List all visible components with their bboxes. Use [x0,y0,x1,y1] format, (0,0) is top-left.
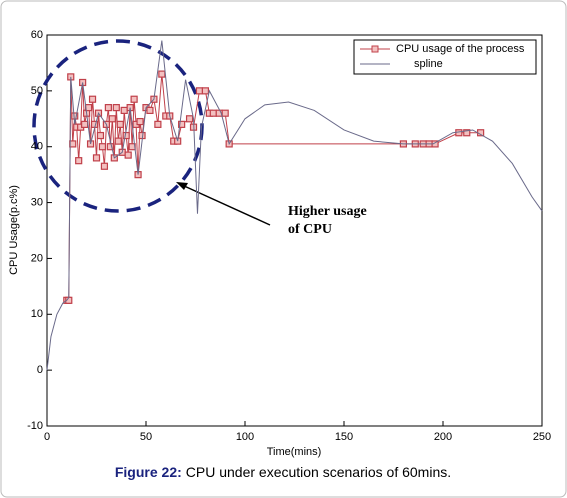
y-axis-label: CPU Usage(p.c%) [8,185,20,275]
x-axis-label: Time(mins) [267,446,322,458]
marker [112,104,120,112]
marker [455,129,463,137]
marker [463,129,471,137]
marker [201,87,209,95]
series-line [46,40,543,371]
y-tick-label: 30 [31,196,43,208]
marker [136,117,144,126]
annotation: Higher usage [288,204,367,219]
caption-label: Figure 22: [115,464,182,480]
y-tick-label: 20 [31,252,43,264]
marker [100,162,109,170]
legend-label: spline [414,58,443,70]
marker [185,115,194,123]
marker [221,109,229,117]
marker [124,151,132,159]
marker [116,120,124,128]
caption-text: CPU under execution scenarios of 60mins. [186,464,451,480]
x-tick-label: 100 [236,431,254,443]
marker [130,95,138,103]
x-tick-label: 150 [335,431,353,443]
marker [88,95,97,103]
marker [122,131,130,140]
marker [154,120,162,128]
y-tick-label: 50 [31,85,43,97]
x-tick-label: 50 [140,431,152,443]
marker [98,143,107,151]
marker [92,154,101,162]
marker [178,120,186,128]
marker [114,137,122,145]
caption: Figure 22: CPU under execution scenarios … [115,464,451,480]
y-tick-label: 0 [37,364,43,376]
marker [209,109,217,117]
y-tick-label: -10 [27,420,43,432]
legend-box [353,39,537,75]
marker [81,120,89,128]
marker [96,131,105,140]
y-tick-label: 60 [31,29,43,41]
marker [195,87,204,95]
marker [104,104,112,112]
x-tick-label: 0 [44,431,50,443]
marker [158,70,166,78]
legend-label: CPU usage of the process [396,43,525,55]
marker [120,106,128,115]
annotation: of CPU [288,222,332,237]
arrow-head [176,182,188,190]
marker [75,157,83,165]
x-tick-label: 250 [533,431,551,443]
marker [146,106,154,115]
plot-frame [46,34,543,427]
x-tick-label: 200 [434,431,452,443]
marker [108,115,116,123]
legend-marker [371,45,379,53]
marker [106,143,114,151]
y-tick-label: 10 [31,308,43,320]
y-tick-label: 40 [31,141,43,153]
